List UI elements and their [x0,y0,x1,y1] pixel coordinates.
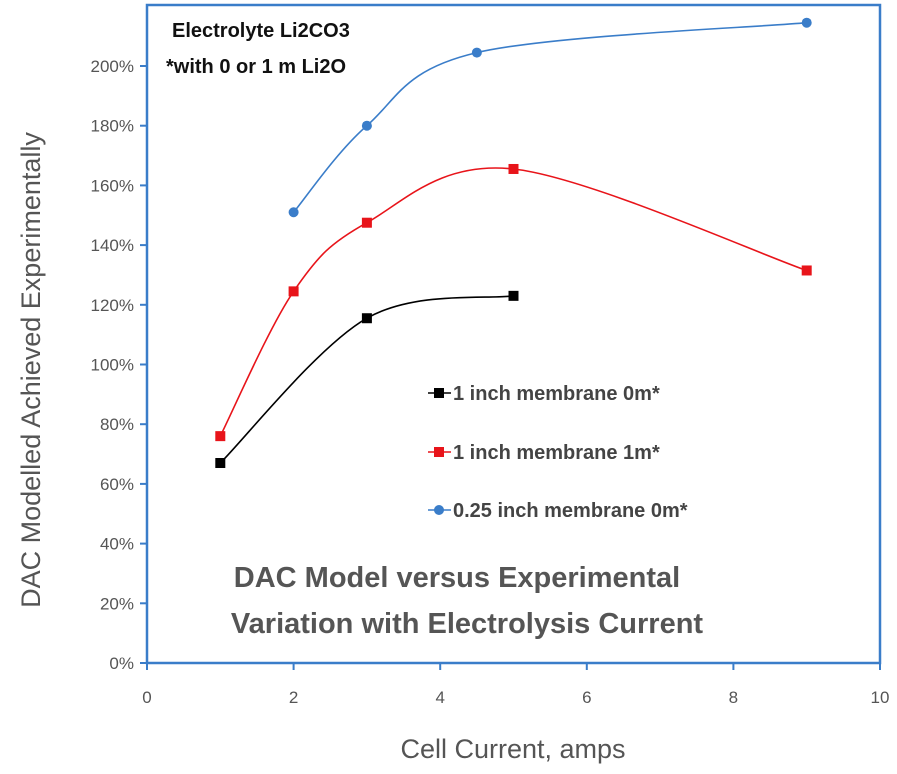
legend-label-2: 0.25 inch membrane 0m* [453,500,688,522]
data-point-1-inch-membrane-1m-1 [288,286,299,297]
y-tick-label-40: 40% [100,535,134,554]
y-tick-label-80: 80% [100,415,134,434]
y-tick-label-100: 100% [91,356,134,375]
x-tick-label-8: 8 [729,688,738,707]
x-tick-label-4: 4 [435,688,444,707]
annotation-line-1: Electrolyte Li2CO3 [172,20,350,42]
series-layer [215,17,812,469]
x-tick-label-6: 6 [582,688,591,707]
x-tick-label-0: 0 [142,688,151,707]
legend-label-0: 1 inch membrane 0m* [453,383,660,405]
legend-marker-0 [434,388,444,398]
data-point-1-inch-membrane-1m-3 [508,163,519,174]
y-tick-label-120: 120% [91,296,134,315]
y-tick-label-200: 200% [91,57,134,76]
y-tick-label-20: 20% [100,594,134,613]
x-axis-label: Cell Current, amps [400,734,625,764]
legend-entry-1-inch-membrane-0m: 1 inch membrane 0m* [428,383,660,405]
data-point-0-25-inch-membrane-0m-3 [801,17,812,28]
y-tick-label-0: 0% [109,654,134,673]
y-axis-label: DAC Modelled Achieved Experimentally [16,132,46,608]
legend: 1 inch membrane 0m* 1 inch membrane 1m* 0.… [428,383,688,522]
data-point-1-inch-membrane-1m-4 [801,265,812,276]
data-point-1-inch-membrane-0m-2 [508,290,519,301]
series-line-0-25-inch-membrane-0m [292,21,807,213]
legend-entry-1-inch-membrane-1m: 1 inch membrane 1m* [428,442,660,464]
series-1-inch-membrane-0m [215,290,519,469]
data-point-0-25-inch-membrane-0m-0 [288,207,299,218]
data-point-1-inch-membrane-1m-2 [361,217,372,228]
y-tick-label-60: 60% [100,475,134,494]
y-tick-label-160: 160% [91,176,134,195]
data-point-1-inch-membrane-1m-0 [215,431,226,442]
legend-label-1: 1 inch membrane 1m* [453,442,660,464]
series-0-25-inch-membrane-0m [288,17,812,218]
y-tick-label-180: 180% [91,117,134,136]
data-point-0-25-inch-membrane-0m-1 [361,120,372,131]
x-tick-label-2: 2 [289,688,298,707]
legend-marker-2 [434,505,444,515]
data-point-1-inch-membrane-0m-1 [361,313,372,324]
y-axis-ticks: 0% 20% 40% 60% 80% 100% 120% 140% 160% 180% 200% [91,57,147,673]
legend-entry-0-25-inch-membrane-0m: 0.25 inch membrane 0m* [428,500,688,522]
x-axis-ticks: 0 2 4 6 8 10 [142,663,889,707]
data-point-1-inch-membrane-0m-0 [215,458,226,469]
chart-title-line-2: Variation with Electrolysis Current [231,608,704,640]
data-point-0-25-inch-membrane-0m-2 [471,47,482,58]
y-tick-label-140: 140% [91,236,134,255]
series-line-1-inch-membrane-1m [219,167,807,437]
x-tick-label-10: 10 [871,688,890,707]
series-1-inch-membrane-1m [215,163,812,442]
legend-marker-1 [434,447,444,457]
chart-title-line-1: DAC Model versus Experimental [234,562,680,594]
annotation-line-2: *with 0 or 1 m Li2O [166,56,346,78]
